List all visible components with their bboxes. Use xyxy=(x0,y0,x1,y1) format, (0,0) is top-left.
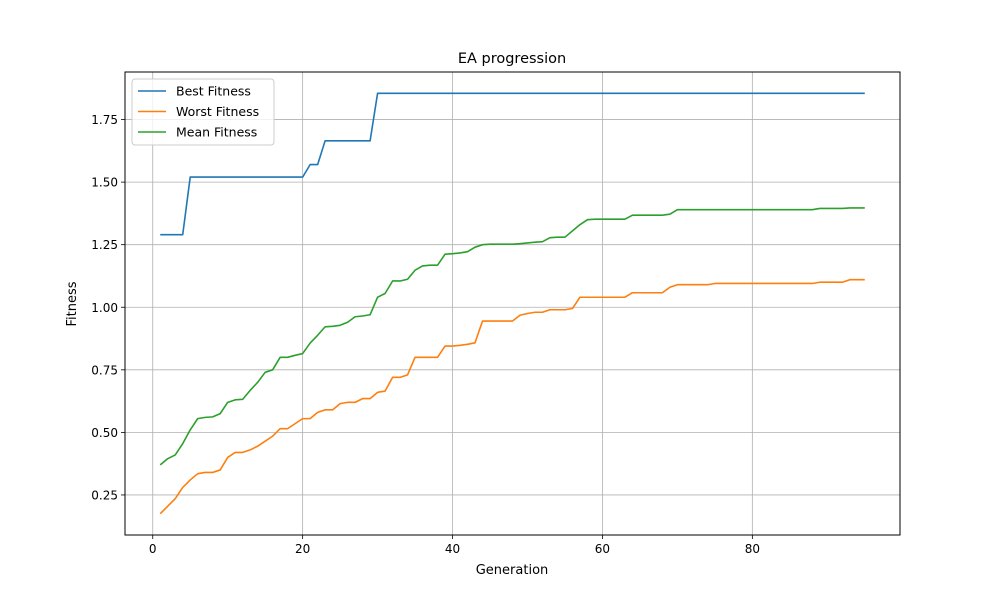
legend: Best Fitness Worst Fitness Mean Fitness xyxy=(131,78,275,146)
y-axis-label: Fitness xyxy=(65,281,80,326)
legend-label-worst-fitness: Worst Fitness xyxy=(176,104,259,119)
chart-title: EA progression xyxy=(458,51,566,67)
y-tick-label: 0.75 xyxy=(91,363,118,377)
y-tick-label: 1.00 xyxy=(91,301,118,315)
y-tick-label: 1.25 xyxy=(91,238,118,252)
y-tick-label: 0.50 xyxy=(91,426,118,440)
x-tick-label: 80 xyxy=(745,542,760,556)
y-axis-ticks: 0.25 0.50 0.75 1.00 1.25 1.50 1.75 xyxy=(91,113,125,502)
series-lines xyxy=(159,92,865,515)
y-tick-label: 1.75 xyxy=(91,113,118,127)
x-tick-label: 40 xyxy=(445,542,460,556)
x-tick-label: 20 xyxy=(295,542,310,556)
x-axis-label: Generation xyxy=(476,563,549,578)
series-line-mean-fitness xyxy=(159,207,865,466)
plot-area-frame xyxy=(124,71,901,536)
x-tick-label: 60 xyxy=(595,542,610,556)
legend-box xyxy=(131,78,275,146)
y-tick-label: 0.25 xyxy=(91,488,118,502)
series-line-worst-fitness xyxy=(159,278,865,515)
legend-label-mean-fitness: Mean Fitness xyxy=(176,125,257,140)
x-tick-label: 0 xyxy=(149,542,157,556)
series-line-best-fitness xyxy=(160,92,865,236)
x-axis-ticks: 0 20 40 60 80 xyxy=(149,535,760,556)
y-tick-label: 1.50 xyxy=(91,176,118,190)
legend-label-best-fitness: Best Fitness xyxy=(176,84,251,99)
